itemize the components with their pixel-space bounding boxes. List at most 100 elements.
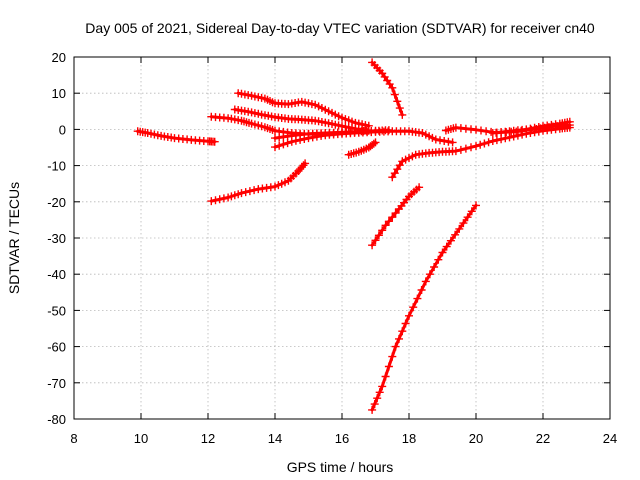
plus-marker	[348, 117, 356, 126]
data-point	[297, 115, 316, 125]
y-tick-label: -10	[47, 159, 66, 174]
plus-marker	[442, 242, 451, 251]
x-tick-label: 22	[536, 431, 550, 446]
plus-marker	[368, 405, 377, 414]
x-tick-label: 10	[134, 431, 148, 446]
plus-marker	[250, 109, 259, 118]
data-point	[247, 91, 266, 102]
plus-marker	[369, 139, 378, 148]
plus-marker	[398, 327, 407, 336]
plus-marker	[446, 236, 455, 245]
data-point	[210, 137, 219, 146]
y-tick-label: 0	[59, 122, 66, 137]
plus-marker	[237, 189, 246, 198]
series-12	[368, 201, 480, 414]
plus-marker	[210, 137, 219, 146]
plus-marker	[415, 183, 424, 192]
plus-marker	[250, 186, 259, 195]
data-point	[207, 194, 228, 206]
data-point	[224, 114, 243, 125]
data-point	[287, 130, 309, 140]
plus-marker	[334, 112, 343, 121]
series-track	[370, 203, 478, 412]
series-5	[234, 89, 373, 130]
data-point	[354, 144, 371, 156]
data-point	[260, 94, 277, 107]
data-point	[260, 123, 277, 134]
data-point	[157, 131, 176, 142]
data-point	[338, 113, 356, 126]
series-2	[207, 159, 310, 206]
data-point	[438, 230, 460, 257]
plus-marker	[547, 120, 556, 129]
plus-marker	[472, 142, 480, 151]
plus-marker	[530, 123, 539, 132]
plus-marker	[227, 192, 236, 201]
data-point	[391, 319, 410, 351]
plus-marker	[467, 207, 476, 216]
data-point	[405, 185, 421, 201]
plus-marker	[425, 270, 434, 279]
data-point	[378, 352, 397, 391]
plus-marker	[317, 104, 326, 112]
data-point	[230, 105, 249, 116]
plus-marker	[271, 182, 279, 191]
plus-marker	[384, 126, 393, 135]
plus-marker	[311, 100, 320, 109]
plus-marker	[534, 123, 543, 131]
data-point	[271, 113, 289, 123]
plus-marker	[488, 137, 497, 145]
plus-marker	[296, 165, 305, 174]
plus-marker	[448, 138, 457, 147]
plus-marker	[219, 194, 228, 203]
plus-marker	[215, 195, 224, 204]
data-point	[324, 107, 343, 121]
data-point	[381, 209, 400, 230]
plus-marker	[393, 97, 402, 106]
plus-marker	[371, 236, 380, 245]
plus-marker	[211, 196, 220, 205]
plus-marker	[244, 107, 253, 116]
data-point	[271, 178, 289, 191]
plus-marker	[497, 135, 506, 144]
plus-marker	[438, 248, 447, 257]
plus-marker	[472, 201, 480, 210]
y-tick-label: -70	[47, 376, 66, 391]
plus-marker	[281, 178, 289, 187]
plus-marker	[381, 372, 390, 381]
plus-marker	[304, 99, 313, 108]
plus-marker	[480, 139, 489, 148]
data-point	[565, 117, 574, 126]
plus-marker	[395, 334, 403, 343]
grid-lines	[74, 57, 610, 419]
data-point	[354, 127, 376, 136]
x-tick-label: 16	[335, 431, 349, 446]
plus-marker	[230, 191, 239, 200]
plus-marker	[455, 224, 464, 233]
x-axis-ticks: 8 10 12 14 16 18 20 22 24	[70, 57, 617, 446]
data-point	[451, 143, 475, 156]
plus-marker	[361, 121, 370, 130]
plus-marker	[388, 83, 397, 92]
data-point	[418, 129, 437, 142]
y-tick-label: -80	[47, 412, 66, 427]
plus-marker	[492, 136, 501, 145]
plus-marker	[245, 187, 254, 196]
plus-marker	[279, 140, 288, 149]
x-tick-label: 8	[70, 431, 77, 446]
plus-marker	[391, 342, 400, 351]
plus-marker	[374, 231, 383, 240]
data-point	[351, 118, 370, 130]
plus-marker	[271, 143, 279, 152]
series-8	[344, 138, 380, 159]
plus-marker	[418, 129, 427, 137]
plus-marker	[283, 139, 292, 148]
data-point	[321, 128, 342, 137]
y-tick-label: -40	[47, 267, 66, 282]
data-point	[271, 99, 289, 108]
data-point	[421, 255, 443, 286]
data-point	[247, 119, 266, 131]
plus-marker	[421, 277, 430, 286]
plus-marker	[409, 303, 418, 312]
plus-marker	[405, 311, 413, 320]
